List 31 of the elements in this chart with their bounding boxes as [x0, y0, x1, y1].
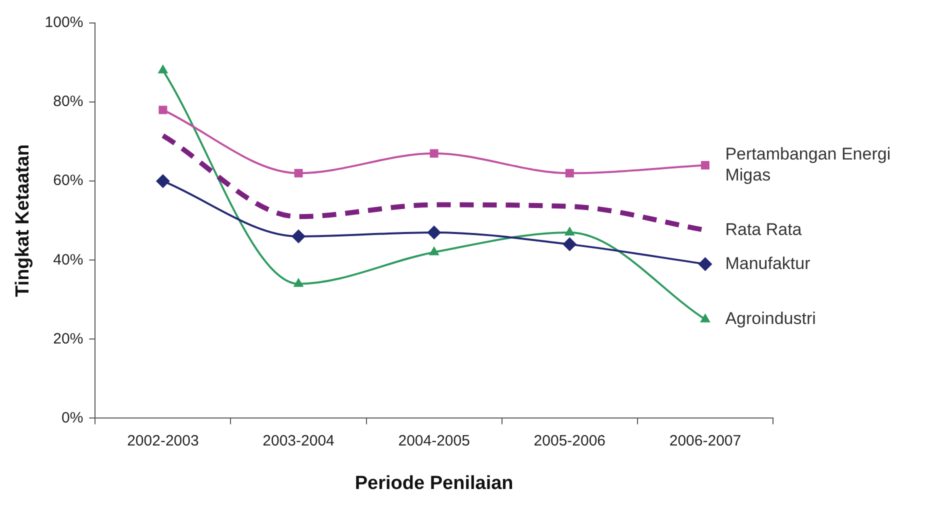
y-tick-label: 0%	[61, 409, 84, 426]
x-axis-title: Periode Penilaian	[354, 472, 514, 494]
point	[564, 226, 575, 236]
point	[293, 278, 304, 287]
y-tick-label: 100%	[44, 14, 84, 32]
point	[294, 168, 303, 178]
series-label: Rata Rata	[725, 220, 802, 239]
point	[698, 257, 712, 272]
y-tick-label: 20%	[53, 330, 84, 348]
x-tick-label: 2005-2006	[534, 432, 606, 450]
point	[427, 225, 442, 240]
y-axis-title: Tingkat Ketaatan	[12, 144, 34, 297]
point	[565, 168, 574, 178]
point	[562, 237, 577, 252]
point	[700, 313, 710, 322]
x-tick-label: 2004-2005	[398, 432, 470, 450]
x-tick-label: 2006-2007	[669, 432, 742, 450]
point	[430, 149, 438, 158]
series-label: Manufaktur	[725, 254, 811, 273]
point	[428, 246, 440, 256]
y-tick-label: 80%	[53, 93, 84, 110]
point	[156, 174, 170, 188]
series-label: Pertambangan Energi Migas	[725, 144, 891, 184]
series-label: Agroindustri	[725, 309, 816, 328]
y-tick-label: 60%	[53, 172, 84, 190]
y-tick-label: 40%	[53, 251, 84, 268]
x-tick-label: 2003-2004	[262, 432, 334, 450]
point	[700, 161, 710, 170]
point	[158, 106, 168, 114]
x-tick-label: 2002-2003	[127, 432, 199, 450]
point	[292, 229, 306, 244]
